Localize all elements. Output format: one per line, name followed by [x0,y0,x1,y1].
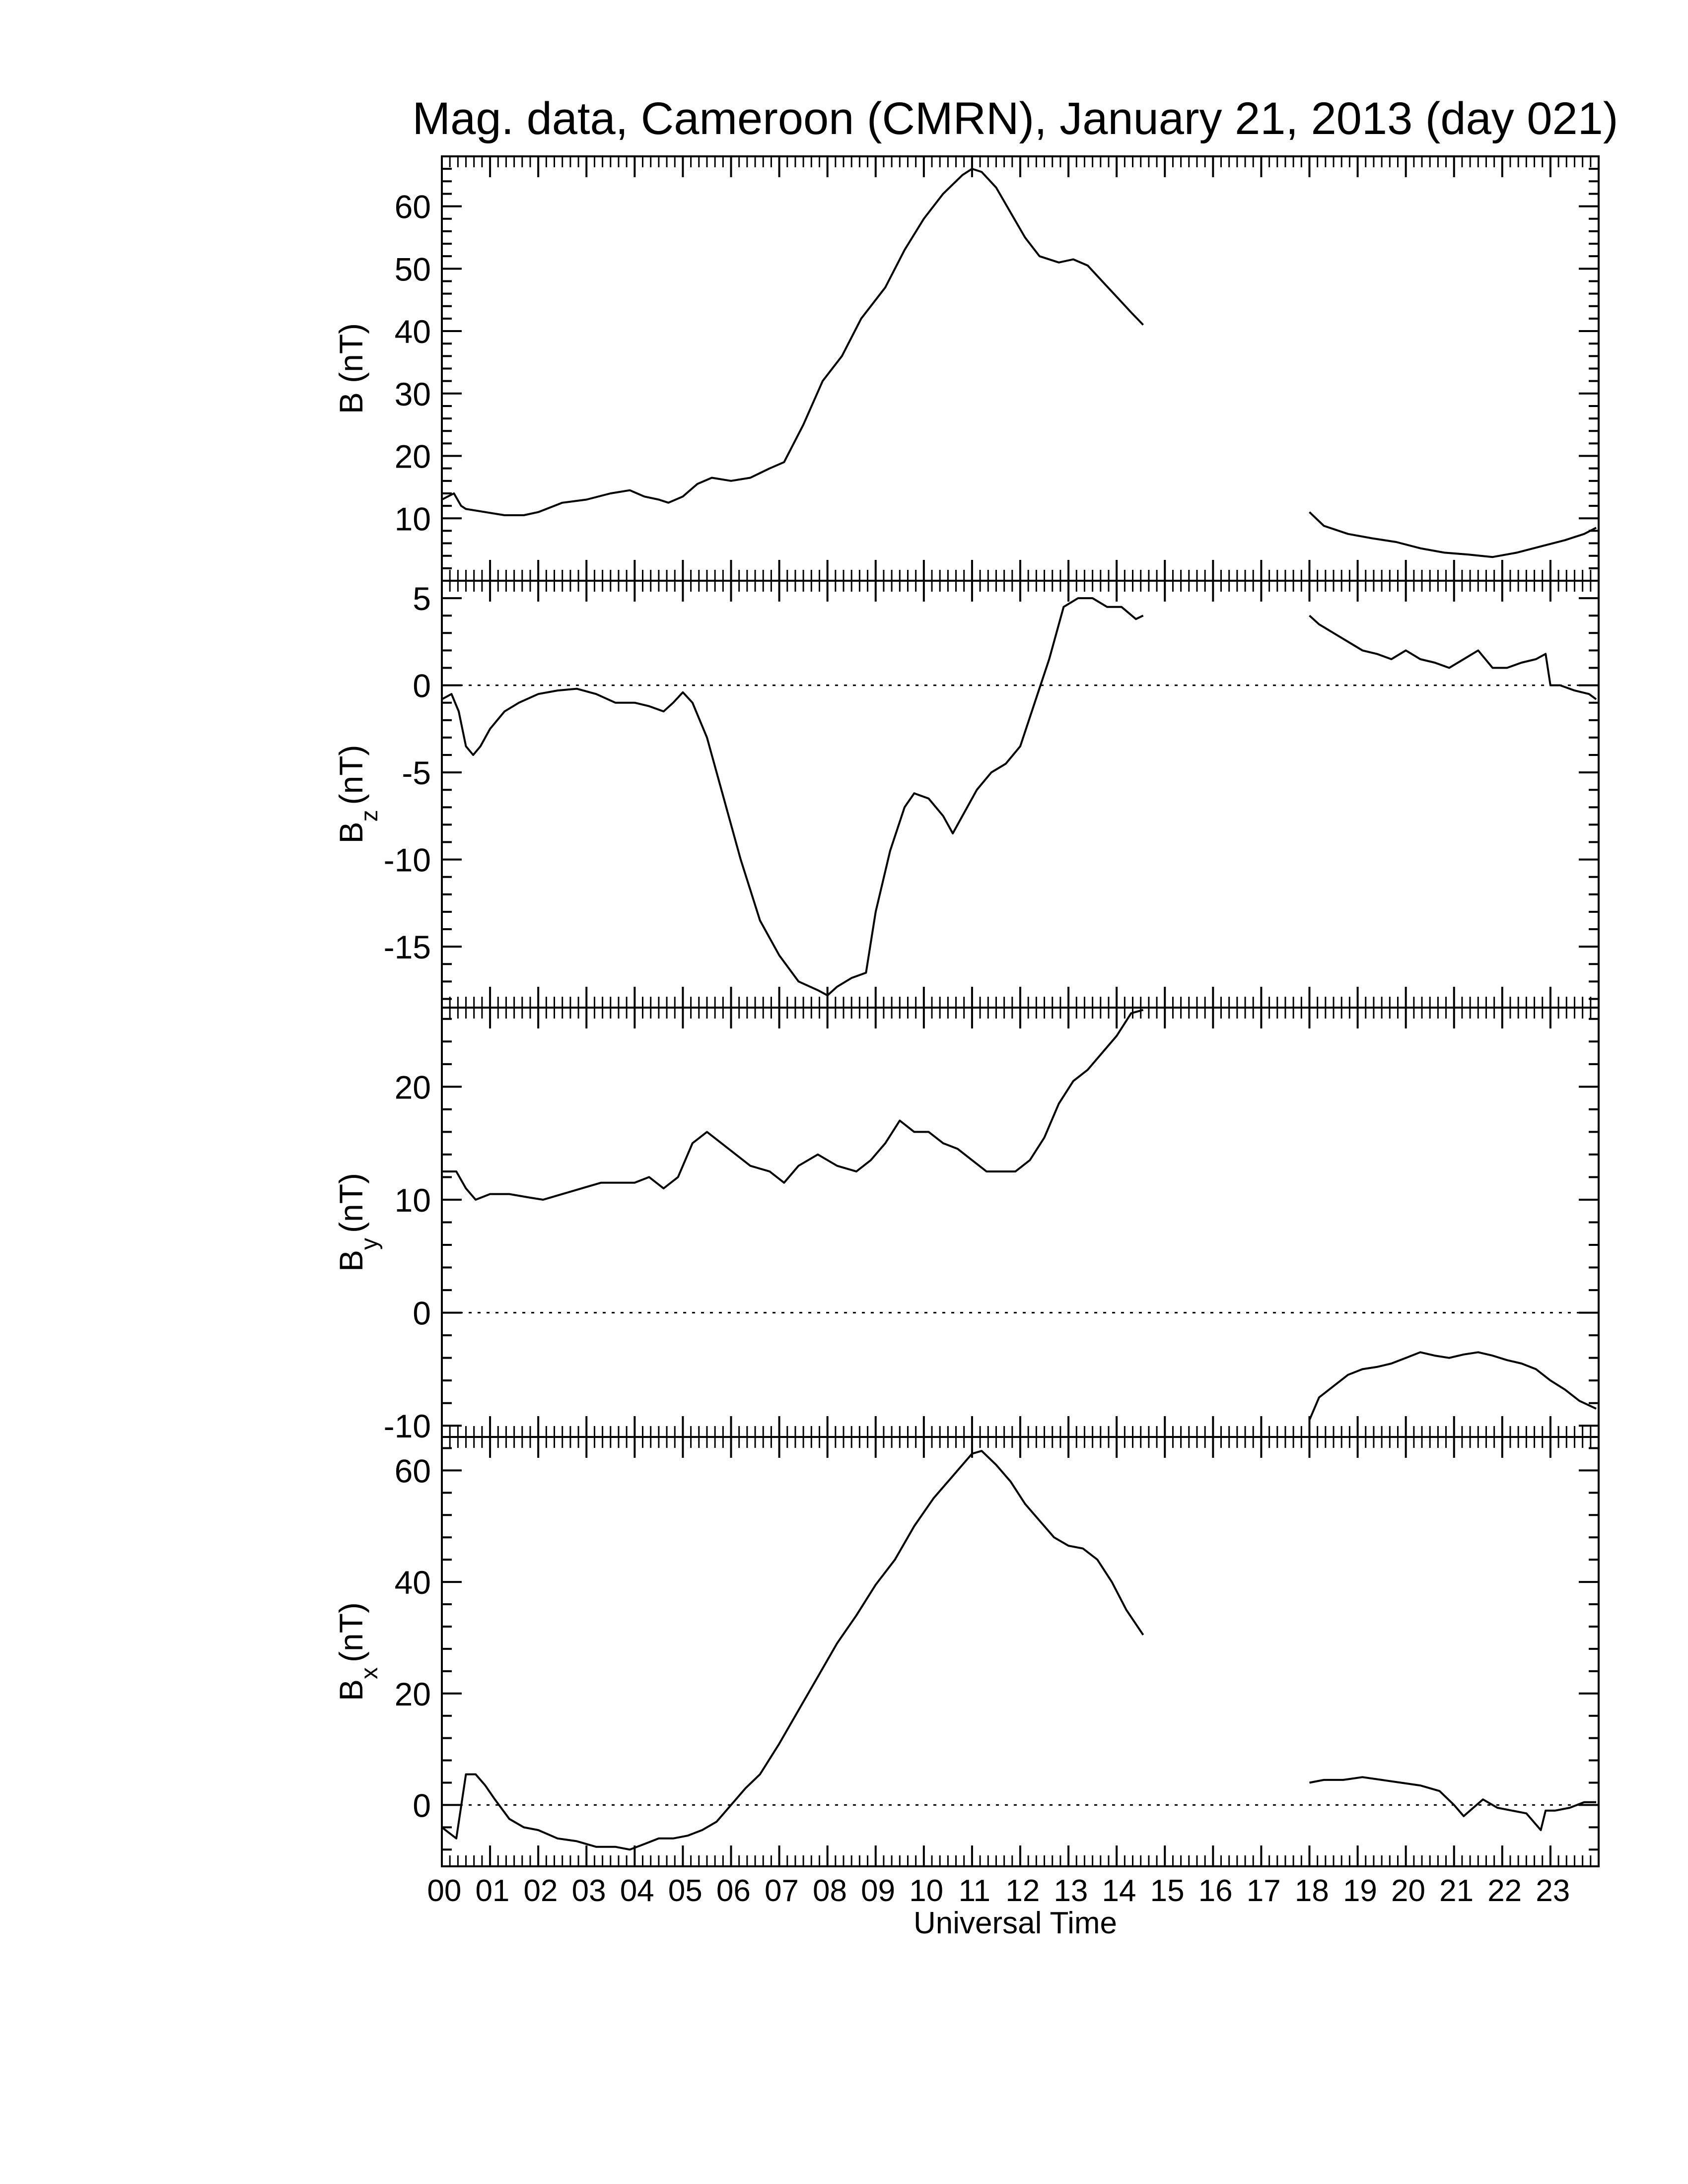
x-tick-label: 19 [1343,1874,1377,1908]
trace-b-total-segment-1 [441,168,1144,516]
x-tick-label: 13 [1054,1874,1088,1908]
x-tick-label: 06 [716,1874,751,1908]
y-tick-label: -15 [384,929,431,965]
y-axis-label-bx: Bx(nT) [333,1602,383,1701]
y-tick-label: 60 [395,1452,431,1489]
y-tick-label: 20 [395,438,431,475]
panel-frame-by [441,1007,1600,1438]
x-axis-label: Universal Time [914,1906,1117,1940]
x-tick-label: 18 [1295,1874,1329,1908]
trace-bx-segment-2 [1309,1776,1597,1831]
x-tick-label: 23 [1536,1874,1570,1908]
panel-b-total: 10 20 30 40 50 60 B (nT) [333,155,1600,582]
y-tick-label: 0 [413,1787,431,1824]
y-tick-label: 10 [395,1182,431,1219]
y-tick-label: 5 [413,580,431,617]
x-tick-label: 10 [909,1874,943,1908]
panel-bz: 5 0 -5 -10 -15 Bz(nT) [333,580,1600,1009]
x-tick-label: 12 [1005,1874,1040,1908]
x-tick-label: 21 [1439,1874,1474,1908]
trace-by-segment-1 [442,1009,1144,1201]
panel-bx: 60 40 20 0 Bx(nT) [333,1436,1600,1867]
y-tick-label: -5 [402,754,431,791]
y-axis-label-by: By(nT) [333,1173,383,1272]
trace-bz-segment-1 [441,597,1144,997]
x-tick-label: 03 [572,1874,606,1908]
panel-by: 20 10 0 -10 By(nT) [333,1007,1600,1444]
x-tick-label: 01 [475,1874,509,1908]
x-tick-label: 20 [1391,1874,1425,1908]
x-tick-label: 11 [959,1874,990,1908]
y-axis-label-b-total: B (nT) [333,323,369,414]
x-tick-label: 07 [765,1874,799,1908]
y-tick-label: 0 [413,1295,431,1332]
y-axis-label-bz: Bz(nT) [333,745,383,843]
trace-bz-segment-2 [1309,614,1597,700]
trace-b-total-segment-2 [1309,511,1597,558]
x-tick-label: 09 [861,1874,895,1908]
y-tick-label: -10 [384,842,431,879]
y-tick-label: 40 [395,313,431,350]
panel-frame-bz [441,580,1600,1009]
x-tick-label: 14 [1102,1874,1136,1908]
y-tick-label: 40 [395,1564,431,1601]
panel-frame-b-total [441,155,1600,582]
y-tick-label: 60 [395,189,431,225]
y-tick-label: -10 [384,1408,431,1444]
x-tick-labels: 00 01 02 03 04 05 06 07 08 09 10 11 12 13 14 15 16 17 18 19… [427,1874,1570,1908]
y-tick-label: 50 [395,251,431,287]
y-tick-label: 30 [395,376,431,412]
x-tick-label: 00 [427,1874,461,1908]
x-tick-label: 22 [1487,1874,1522,1908]
x-tick-label: 02 [524,1874,558,1908]
y-tick-label: 20 [395,1069,431,1105]
x-tick-label: 15 [1150,1874,1185,1908]
figure-title: Mag. data, Cameroon (CMRN), January 21, … [413,93,1618,144]
y-tick-label: 0 [413,668,431,704]
trace-by-segment-2 [1308,1351,1597,1421]
panel-frame-bx [441,1436,1600,1867]
trace-bx-segment-1 [441,1450,1144,1851]
y-tick-label: 10 [395,500,431,537]
x-tick-label: 16 [1198,1874,1233,1908]
x-tick-label: 04 [620,1874,654,1908]
y-tick-label: 20 [395,1676,431,1712]
x-tick-label: 08 [813,1874,847,1908]
x-tick-label: 17 [1247,1874,1281,1908]
x-tick-label: 05 [668,1874,703,1908]
